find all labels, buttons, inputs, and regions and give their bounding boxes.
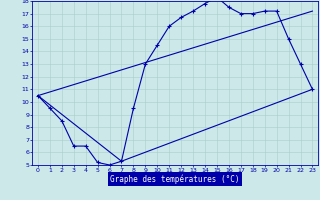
X-axis label: Graphe des températures (°C): Graphe des températures (°C) [110,174,240,184]
